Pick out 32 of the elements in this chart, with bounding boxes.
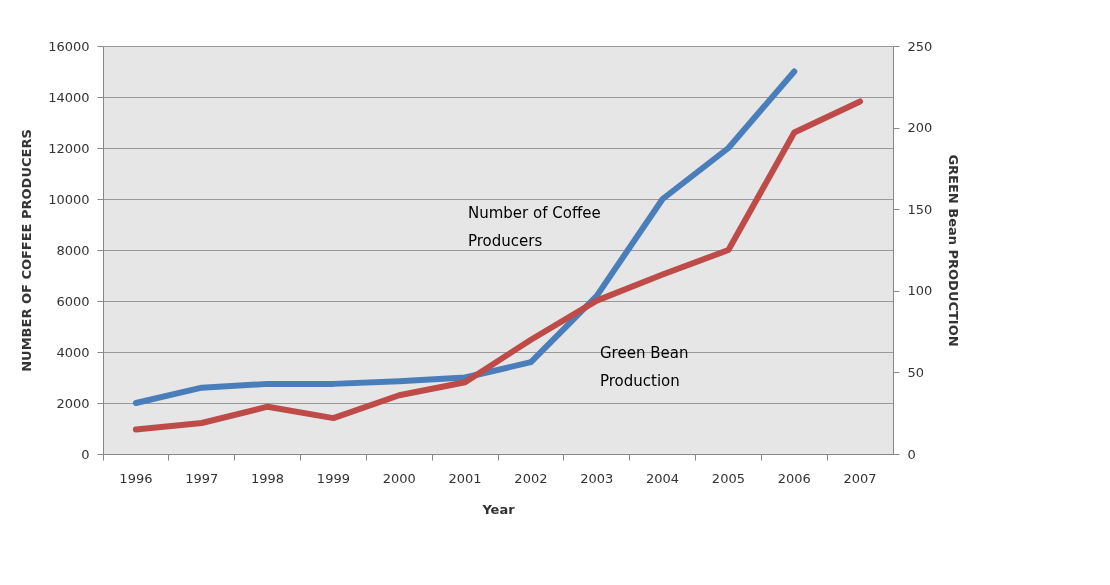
y-tick-label: 14000 xyxy=(48,89,90,105)
x-axis-title: Year xyxy=(481,501,516,517)
x-tick-label: 2005 xyxy=(711,470,745,486)
y2-tick-label: 200 xyxy=(907,120,933,136)
x-tick-label: 1999 xyxy=(316,470,350,486)
y2-axis-title: GREEN Bean PRODUCTION xyxy=(946,154,962,347)
y2-tick-label: 250 xyxy=(907,38,933,54)
text: Green Bean Production xyxy=(600,344,689,390)
y-tick-label: 0 xyxy=(81,446,90,462)
x-tick-label: 1998 xyxy=(251,470,285,486)
y-tick-label: 4000 xyxy=(56,344,90,360)
y-tick-label: 10000 xyxy=(48,191,90,207)
y-tick-label: 12000 xyxy=(48,140,90,156)
y2-tick-label: 0 xyxy=(907,446,916,462)
y-tick-label: 6000 xyxy=(56,293,90,309)
x-tick-label: 2001 xyxy=(448,470,482,486)
x-tick-label: 2004 xyxy=(646,470,680,486)
y2-tick-label: 50 xyxy=(907,364,925,380)
x-tick-label: 2006 xyxy=(777,470,811,486)
x-tick-label: 1996 xyxy=(119,470,153,486)
x-tick-label: 2007 xyxy=(843,470,877,486)
y2-tick-label: 150 xyxy=(907,201,933,217)
x-tick-label: 1997 xyxy=(185,470,219,486)
x-tick-label: 2002 xyxy=(514,470,548,486)
y-tick-label: 2000 xyxy=(56,395,90,411)
series-label: Number of Coffee Producers xyxy=(468,204,601,250)
y-tick-label: 16000 xyxy=(48,38,90,54)
x-tick-label: 2003 xyxy=(580,470,614,486)
y-axis-title: NUMBER OF COFFEE PRODUCERS xyxy=(19,129,35,372)
y2-tick-label: 100 xyxy=(907,283,933,299)
y-tick-label: 8000 xyxy=(56,242,90,258)
x-tick-label: 2000 xyxy=(382,470,416,486)
